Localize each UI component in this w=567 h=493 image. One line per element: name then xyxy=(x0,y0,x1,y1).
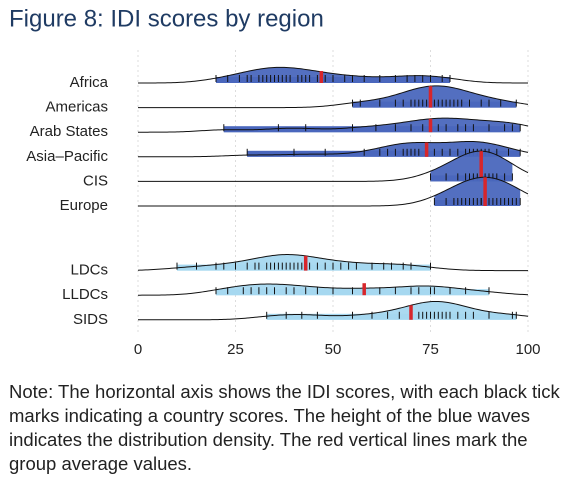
row-label: Asia–Pacific xyxy=(26,148,108,165)
density-curve xyxy=(138,150,529,182)
chart: Figure 8: IDI scores by region 0 25 50 75 10… xyxy=(9,5,541,358)
density-area xyxy=(434,177,521,206)
range-band xyxy=(266,313,517,320)
density-curve xyxy=(138,300,529,321)
chart-title: Figure 8: IDI scores by region xyxy=(9,5,324,32)
x-tick-label: 75 xyxy=(422,341,439,358)
row-label: Arab States xyxy=(30,123,108,140)
density-curve xyxy=(137,66,529,84)
range-band xyxy=(177,264,431,271)
density-curve xyxy=(137,254,528,272)
row-label: CIS xyxy=(83,172,108,189)
note: Note: The horizontal axis shows the IDI … xyxy=(9,381,560,474)
density-area xyxy=(430,151,513,182)
density-curve xyxy=(138,85,529,109)
range-band xyxy=(430,175,513,182)
x-tick-label: 50 xyxy=(325,341,342,358)
row-label: SIDS xyxy=(73,311,108,328)
row-label: Americas xyxy=(45,99,108,116)
x-tick-label: 25 xyxy=(227,341,244,358)
row-label: LLDCs xyxy=(62,286,108,303)
range-band xyxy=(247,150,521,157)
density-curve xyxy=(138,140,529,158)
density-curve xyxy=(137,117,529,133)
range-band xyxy=(223,126,521,133)
x-tick-label: 100 xyxy=(515,341,540,358)
row-label: Europe xyxy=(60,197,108,214)
density-curve xyxy=(138,176,529,207)
row-label: Africa xyxy=(70,74,109,91)
x-tick-label: 0 xyxy=(134,341,142,358)
row-label: LDCs xyxy=(70,262,108,279)
